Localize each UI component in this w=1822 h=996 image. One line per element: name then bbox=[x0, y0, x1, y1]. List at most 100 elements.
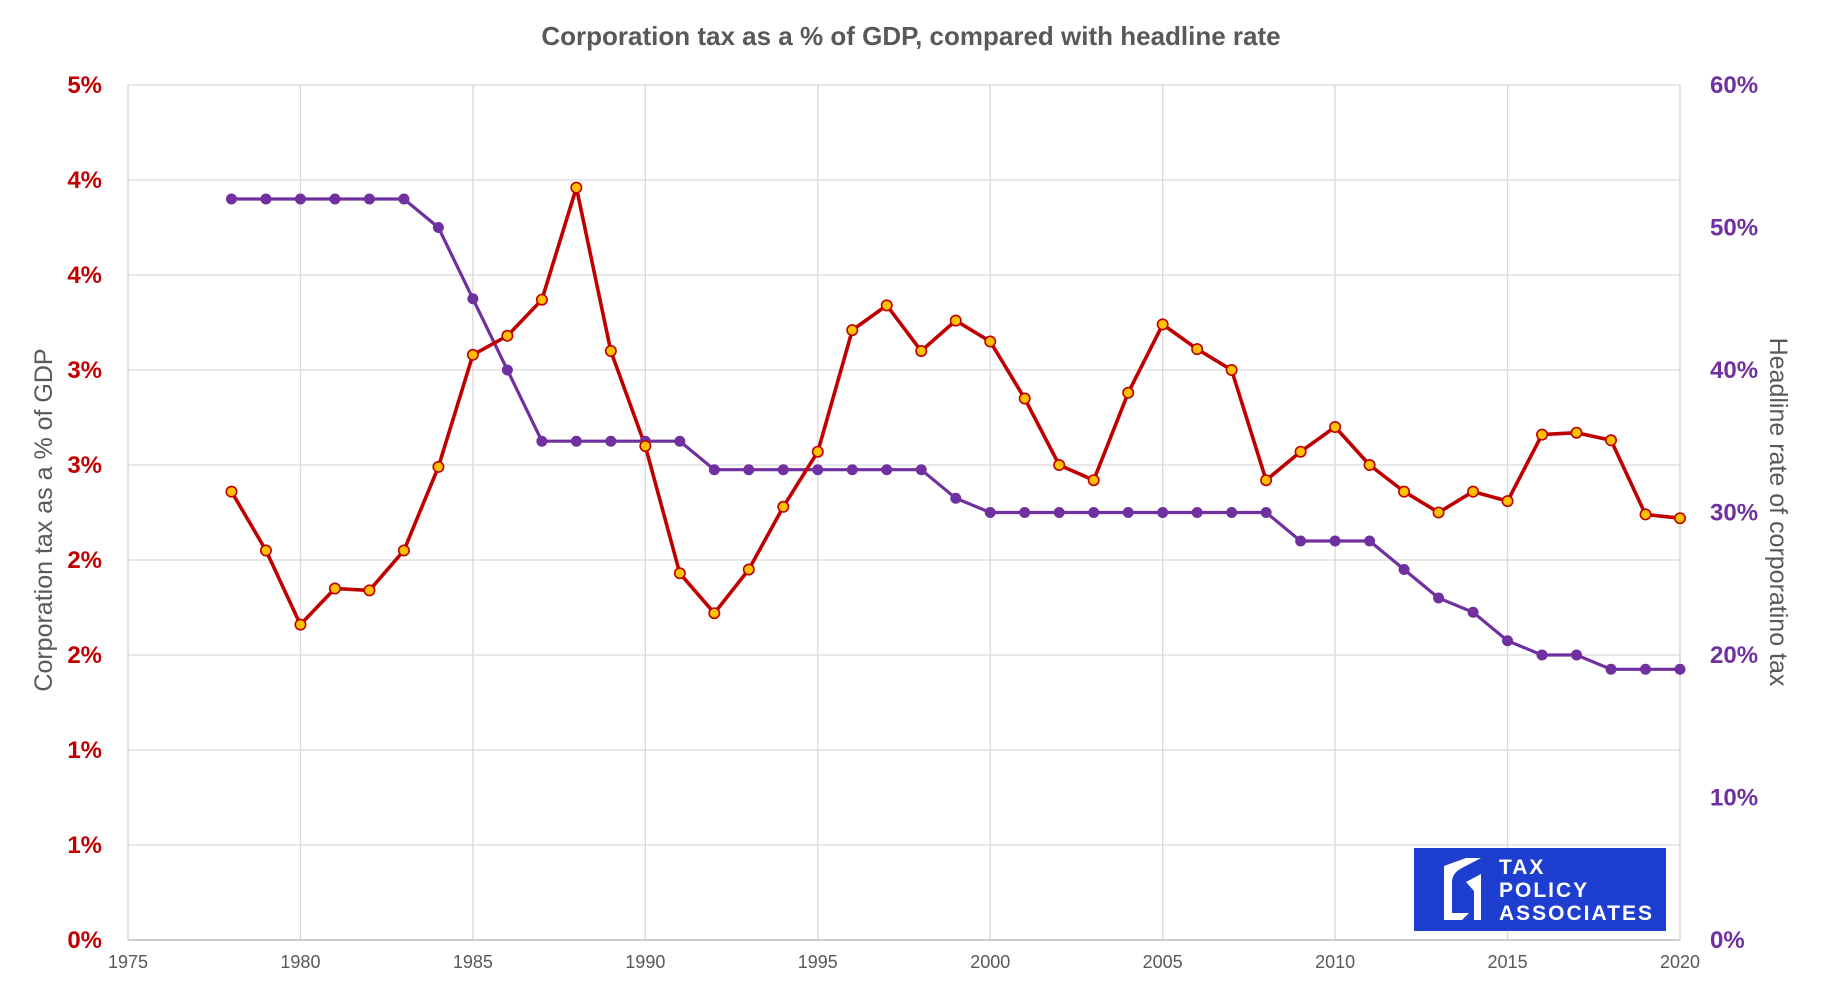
chart-title: Corporation tax as a % of GDP, compared … bbox=[541, 21, 1280, 51]
x-tick-label: 1975 bbox=[108, 952, 148, 972]
headline-rate-point bbox=[294, 193, 306, 205]
corp-tax-gdp-point bbox=[1363, 458, 1376, 471]
y-axis-left-title: Corporation tax as a % of GDP bbox=[30, 348, 58, 691]
axis-tick-labels: 0% 1% 1% 2% 2% 3% 3% 4% 4% 5% 0% 10% 20% 30% 40% 50% 60%… bbox=[67, 72, 1758, 972]
y-right-tick-label: 40% bbox=[1710, 357, 1758, 384]
headline-rate-point bbox=[1226, 507, 1238, 518]
headline-rate-point bbox=[1433, 592, 1445, 604]
logo-mark-icon bbox=[1444, 858, 1481, 920]
corp-tax-gdp-point bbox=[397, 544, 410, 557]
headline-rate-point bbox=[1329, 535, 1341, 547]
corp-tax-gdp-point bbox=[1570, 426, 1583, 439]
corp-tax-gdp-point bbox=[1053, 458, 1066, 471]
y-left-tick-label: 0% bbox=[67, 927, 102, 954]
headline-rate-point bbox=[1674, 663, 1686, 675]
corp-tax-gdp-point bbox=[1191, 343, 1204, 356]
headline-rate-point bbox=[225, 193, 237, 205]
corp-tax-gdp-point bbox=[432, 460, 445, 473]
y-left-tick-label: 1% bbox=[67, 832, 102, 859]
headline-rate-point bbox=[1260, 507, 1272, 518]
headline-rate-point bbox=[329, 193, 341, 205]
grid-lines bbox=[127, 84, 1681, 941]
corp-tax-gdp-point bbox=[1501, 495, 1514, 508]
corp-tax-gdp-point bbox=[1398, 485, 1411, 498]
headline-rate-point bbox=[260, 193, 272, 205]
axes bbox=[127, 85, 1681, 941]
headline-rate-point bbox=[777, 464, 789, 476]
corp-tax-gdp-point bbox=[1329, 420, 1342, 433]
headline-rate-point bbox=[1640, 663, 1652, 675]
x-tick-label: 1990 bbox=[625, 952, 665, 972]
headline-rate-point bbox=[363, 193, 375, 205]
headline-rate-point bbox=[812, 464, 824, 476]
corp-tax-gdp-point bbox=[1639, 508, 1652, 521]
corp-tax-gdp-point bbox=[984, 335, 997, 348]
corp-tax-gdp-point bbox=[1432, 506, 1445, 519]
corp-tax-gdp-point bbox=[501, 329, 514, 342]
headline-rate-point bbox=[536, 435, 548, 447]
headline-rate-point bbox=[881, 464, 893, 476]
headline-rate-point bbox=[1122, 507, 1134, 518]
corp-tax-gdp-point bbox=[1087, 474, 1100, 487]
headline-rate-point bbox=[1053, 507, 1065, 518]
corp-tax-gdp-point bbox=[949, 314, 962, 327]
y-right-tick-label: 60% bbox=[1710, 72, 1758, 99]
headline-rate-point bbox=[1398, 564, 1410, 575]
y-right-tick-label: 0% bbox=[1710, 927, 1745, 954]
corp-tax-gdp-point bbox=[880, 299, 893, 312]
corp-tax-gdp-point bbox=[1122, 386, 1135, 399]
x-tick-label: 2020 bbox=[1660, 952, 1700, 972]
headline-rate-point bbox=[1605, 663, 1617, 675]
corp-tax-gdp-point bbox=[1536, 428, 1549, 441]
y-left-tick-label: 5% bbox=[67, 72, 102, 99]
x-tick-label: 2000 bbox=[970, 952, 1010, 972]
y-left-tick-label: 3% bbox=[67, 357, 102, 384]
corp-tax-gdp-point bbox=[1467, 485, 1480, 498]
corp-tax-gdp-point bbox=[294, 618, 307, 631]
headline-rate-point bbox=[846, 464, 858, 476]
headline-rate-point bbox=[1571, 649, 1583, 661]
series-lines bbox=[229, 185, 1682, 671]
y-left-tick-label: 2% bbox=[67, 642, 102, 669]
headline-rate-point bbox=[950, 492, 962, 504]
corp-tax-gdp-point bbox=[915, 344, 928, 357]
headline-rate-point bbox=[1088, 507, 1100, 518]
headline-rate-point bbox=[1019, 507, 1031, 518]
x-tick-label: 1980 bbox=[280, 952, 320, 972]
headline-rate-point bbox=[915, 464, 927, 476]
headline-rate-point bbox=[708, 464, 720, 476]
headline-rate-point bbox=[1364, 535, 1376, 547]
logo-text-line-1: TAX bbox=[1499, 856, 1545, 879]
corp-tax-gdp-point bbox=[811, 445, 824, 458]
y-right-tick-label: 20% bbox=[1710, 642, 1758, 669]
headline-rate-point bbox=[467, 293, 479, 305]
corp-tax-gdp-point bbox=[1294, 445, 1307, 458]
corp-tax-gdp-point bbox=[1225, 363, 1238, 376]
corp-tax-gdp-line bbox=[229, 185, 1682, 627]
series-markers bbox=[225, 181, 1687, 675]
headline-rate-point bbox=[570, 435, 582, 447]
y-axis-right-title: Headline rate of corporatino tax bbox=[1764, 338, 1792, 687]
headline-rate-point bbox=[1295, 535, 1307, 547]
headline-rate-point bbox=[1536, 649, 1548, 661]
y-right-tick-label: 10% bbox=[1710, 785, 1758, 812]
y-right-tick-label: 30% bbox=[1710, 500, 1758, 527]
y-left-tick-label: 4% bbox=[67, 262, 102, 289]
headline-rate-point bbox=[1191, 507, 1203, 518]
y-left-tick-label: 3% bbox=[67, 452, 102, 479]
logo-text-line-3: ASSOCIATES bbox=[1499, 902, 1654, 925]
corp-tax-gdp-point bbox=[777, 500, 790, 513]
corp-tax-gdp-point bbox=[570, 181, 583, 194]
corp-tax-gdp-point bbox=[466, 348, 479, 361]
corp-tax-gdp-point bbox=[1605, 434, 1618, 447]
corp-tax-gdp-point bbox=[846, 324, 859, 337]
corp-tax-gdp-point bbox=[1018, 392, 1031, 405]
x-tick-label: 2005 bbox=[1143, 952, 1183, 972]
x-tick-label: 1985 bbox=[453, 952, 493, 972]
corp-tax-gdp-point bbox=[1674, 512, 1687, 525]
headline-rate-point bbox=[674, 435, 686, 447]
corp-tax-gdp-point bbox=[1260, 474, 1273, 487]
x-tick-label: 1995 bbox=[798, 952, 838, 972]
